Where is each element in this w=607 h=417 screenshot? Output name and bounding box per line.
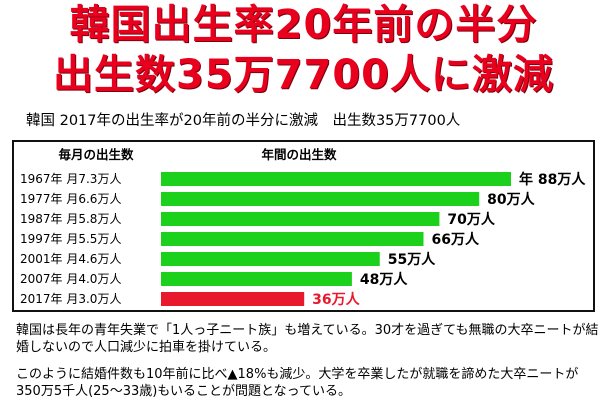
bar bbox=[161, 192, 480, 206]
bar bbox=[161, 212, 440, 226]
value-label: 48万人 bbox=[360, 271, 408, 288]
note-paragraph-1: 韓国は長年の青年失業で「1人っ子ニート族」も増えている。30才を過ぎても無職の大… bbox=[16, 323, 599, 355]
bar bbox=[161, 232, 424, 246]
chart-subtitle: 韓国 2017年の出生率が20年前の半分に激減 出生数35万7700人 bbox=[26, 113, 461, 129]
category-label: 1987年 月5.8万人 bbox=[20, 212, 121, 226]
headline-line-1: 韓国出生率20年前の半分 bbox=[69, 2, 538, 48]
category-label: 2001年 月4.6万人 bbox=[20, 252, 121, 266]
value-label: 70万人 bbox=[447, 211, 495, 228]
category-label: 1997年 月5.5万人 bbox=[20, 232, 121, 246]
chart-panel: 毎月の出生数 年間の出生数 1967年 月7.3万人 年 88万人 1977年 月6… bbox=[12, 140, 595, 312]
value-label: 66万人 bbox=[432, 231, 480, 248]
headline-line-2: 出生数35万7700人に激減 bbox=[53, 52, 554, 98]
value-label: 55万人 bbox=[388, 251, 436, 268]
birth-count-bar-chart: 毎月の出生数 年間の出生数 1967年 月7.3万人 年 88万人 1977年 月6… bbox=[20, 147, 586, 308]
bar bbox=[161, 272, 352, 286]
note-paragraph-2: このように結婚件数も10年前に比べ▲18%も減少。大学を卒業したが就職を諦めた大… bbox=[16, 367, 579, 399]
category-label: 1967年 月7.3万人 bbox=[20, 172, 121, 186]
category-label: 2017年 月3.0万人 bbox=[20, 292, 121, 306]
category-label: 2007年 月4.0万人 bbox=[20, 272, 121, 286]
column-header-monthly: 毎月の出生数 bbox=[58, 147, 134, 162]
bar bbox=[161, 292, 305, 306]
bar bbox=[161, 172, 511, 186]
column-header-annual: 年間の出生数 bbox=[261, 147, 337, 162]
bar bbox=[161, 252, 380, 266]
category-label: 1977年 月6.6万人 bbox=[20, 192, 121, 206]
value-label: 80万人 bbox=[487, 191, 535, 208]
value-label: 36万人 bbox=[312, 291, 360, 308]
value-label: 年 88万人 bbox=[519, 171, 586, 188]
